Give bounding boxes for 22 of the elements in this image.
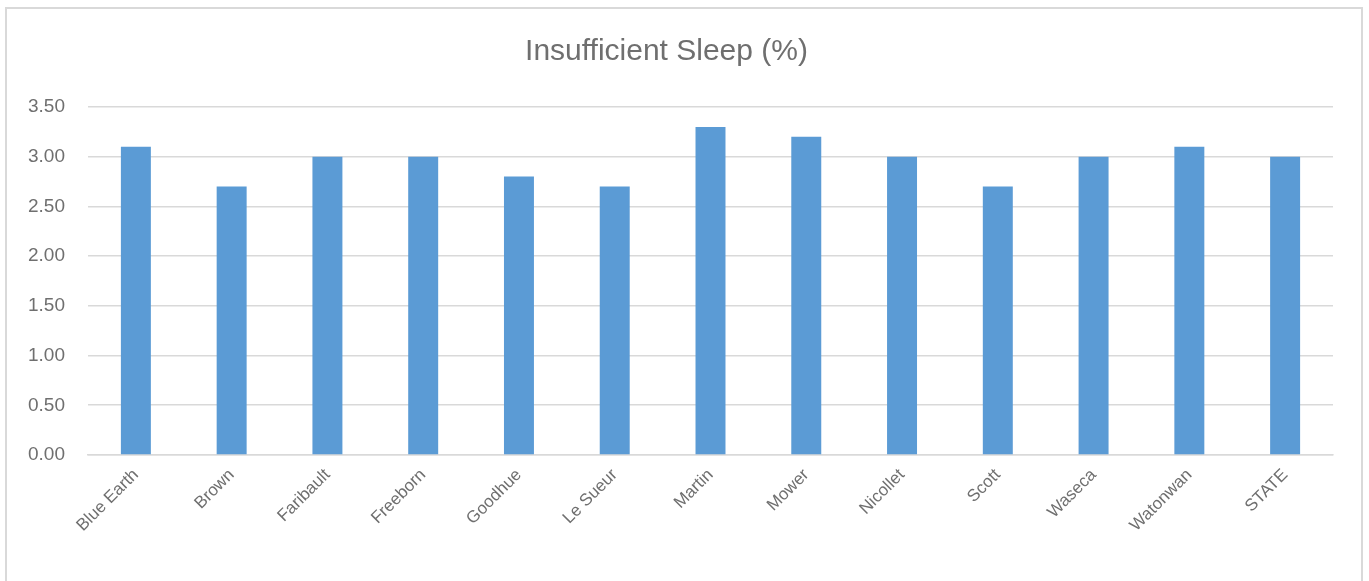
y-tick-label: 3.50 (28, 95, 65, 117)
y-tick-label: 0.00 (28, 443, 65, 465)
bar (1078, 156, 1109, 455)
bar (1174, 146, 1205, 455)
bar (982, 186, 1013, 455)
bar (695, 126, 726, 455)
bar (503, 176, 534, 455)
bar (216, 186, 247, 455)
bar (599, 186, 630, 455)
y-tick-label: 2.00 (28, 244, 65, 266)
y-tick-label: 2.50 (28, 194, 65, 216)
bar (408, 156, 439, 455)
y-tick-label: 0.50 (28, 393, 65, 415)
bar (1270, 156, 1301, 455)
bar (120, 146, 151, 455)
y-tick-label: 3.00 (28, 144, 65, 166)
bar (312, 156, 343, 455)
y-tick-label: 1.00 (28, 343, 65, 365)
y-tick-label: 1.50 (28, 294, 65, 316)
bar (791, 136, 822, 455)
bar (887, 156, 918, 455)
chart-title: Insufficient Sleep (%) (525, 33, 808, 67)
